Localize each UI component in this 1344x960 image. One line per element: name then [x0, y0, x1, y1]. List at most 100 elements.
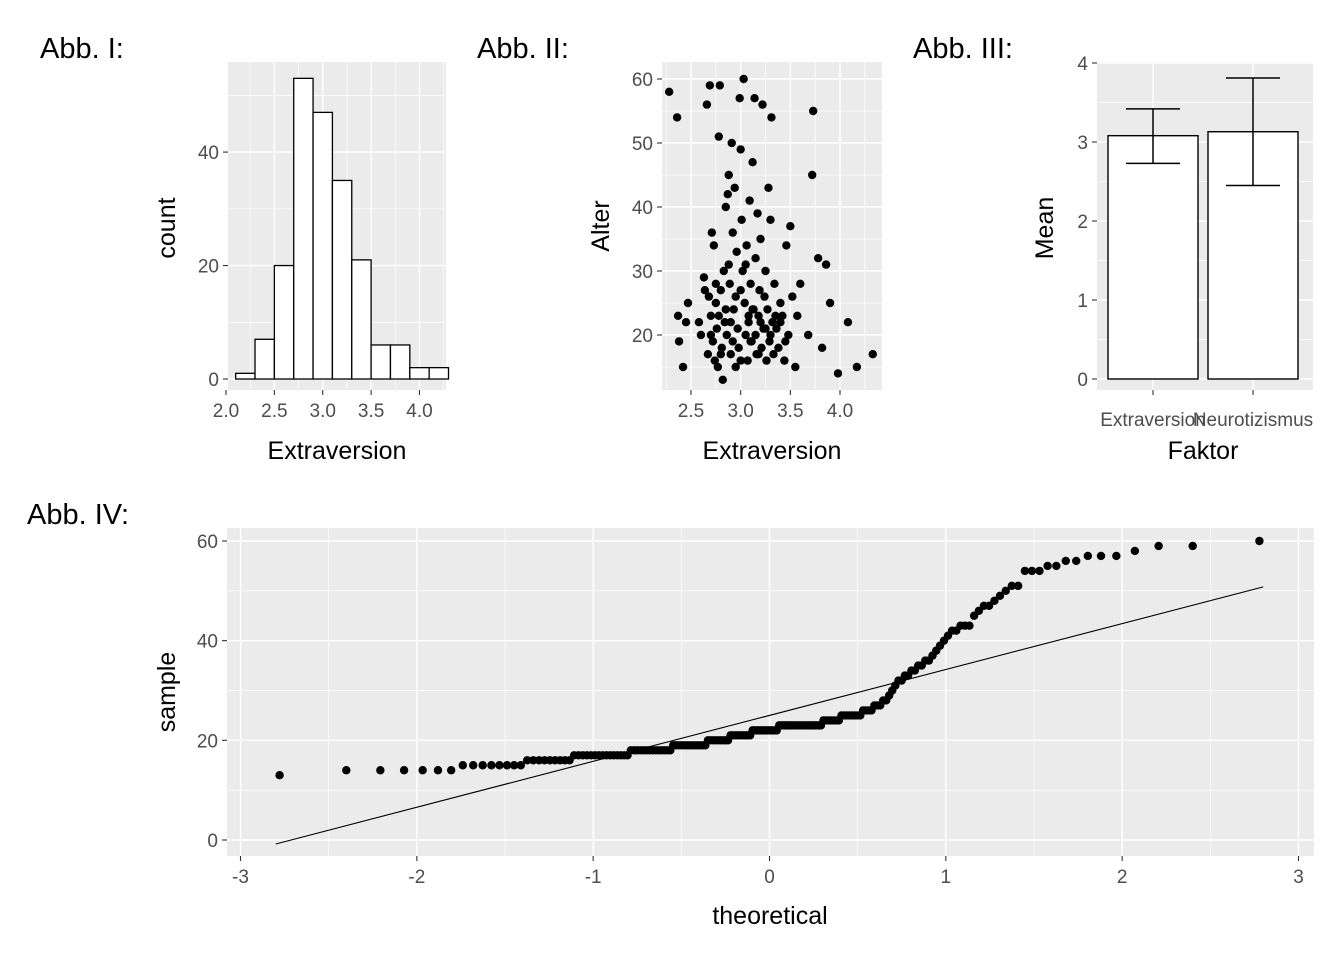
histogram-bar [370, 344, 392, 380]
hist-y-tick-label: 20 [198, 257, 219, 278]
scatter-point [681, 318, 691, 327]
scatter-point [714, 311, 724, 320]
scatter-point [821, 260, 831, 269]
scatter-point [724, 170, 733, 180]
scatter-point [704, 292, 714, 301]
hist-y-tick-label: 40 [198, 143, 219, 164]
qq-point [342, 766, 351, 775]
scatter-point [707, 228, 717, 237]
scatter-point [717, 343, 726, 352]
scatter-x-tick-label: 3.5 [777, 401, 803, 422]
qq-point [1001, 586, 1010, 596]
hist-x-tick-label: 2.5 [261, 401, 287, 422]
qq-point [275, 771, 284, 780]
qq-point [458, 761, 467, 770]
scatter-point [767, 113, 776, 122]
bars-x-tick-label: Neurotizismus [1193, 410, 1313, 431]
panel-abb-i-histogram: Abb. I: 2.0 2.5 3.0 3.5 4.0 0 20 40 Extraversion… [40, 33, 450, 465]
scatter-point [700, 286, 710, 295]
scatter-y-tick-label: 60 [632, 70, 653, 91]
qq-point [1035, 566, 1044, 576]
qq-y-tick-label: 20 [197, 731, 218, 752]
qq-point [1154, 541, 1163, 551]
scatter-point [807, 170, 817, 180]
qq-y-tick-label: 60 [197, 532, 218, 553]
scatter-point [788, 292, 797, 301]
hist-x-tick-label: 3.0 [310, 401, 336, 422]
histogram-bar [389, 344, 411, 380]
scatter-point [673, 311, 683, 320]
qq-x-axis-title: theoretical [712, 902, 827, 930]
qq-x-tick-label: 0 [764, 867, 775, 888]
scatter-point [754, 350, 763, 359]
scatter-point [738, 266, 747, 276]
scatter-point [719, 266, 728, 276]
qq-point [1255, 536, 1264, 546]
scatter-point [786, 222, 795, 231]
qq-point [376, 766, 385, 775]
scatter-point [729, 305, 738, 314]
scatter-point [696, 330, 706, 340]
bars-y-tick-label: 4 [1077, 54, 1088, 75]
hist-x-tick-label: 3.5 [358, 401, 384, 422]
panel-tag-abb-iii: Abb. III: [913, 33, 1013, 65]
scatter-point [678, 362, 688, 372]
scatter-point [762, 356, 771, 365]
histogram-bar [409, 367, 430, 380]
panel-abb-ii-scatter: Abb. II: 2.5 3.0 3.5 4.0 20 30 40 50 60 Extravers… [477, 33, 882, 465]
qq-point [1052, 561, 1061, 571]
scatter-point [757, 343, 766, 352]
scatter-point [722, 330, 731, 340]
scatter-point [763, 305, 772, 314]
scatter-point [664, 87, 674, 97]
qq-point [502, 761, 512, 770]
scatter-point [782, 241, 791, 250]
scatter-point [718, 375, 727, 384]
qq-y-tick-label: 40 [197, 632, 218, 653]
scatter-point [743, 356, 752, 365]
histogram-bar [235, 372, 256, 380]
scatter-point [784, 330, 793, 340]
scatter-point [766, 215, 775, 224]
scatter-y-axis-title: Alter [587, 200, 615, 251]
scatter-point [751, 330, 760, 340]
panel-abb-iv-qqplot: Abb. IV: -3 -2 -1 0 1 2 3 0 20 40 60 theoretical sam… [27, 499, 1314, 930]
scatter-point [706, 330, 716, 340]
scatter-point [727, 138, 736, 148]
qq-point [509, 761, 519, 770]
scatter-point [734, 343, 743, 352]
scatter-point [760, 292, 769, 301]
bars-y-tick-label: 1 [1077, 291, 1088, 312]
qq-point [522, 756, 532, 765]
scatter-point [780, 356, 789, 365]
bars-y-tick-label: 2 [1077, 212, 1088, 233]
scatter-point [728, 337, 737, 346]
scatter-point [742, 241, 751, 250]
qq-x-tick-label: 2 [1117, 867, 1128, 888]
scatter-point [817, 343, 827, 352]
scatter-point [672, 113, 682, 122]
scatter-x-tick-label: 2.5 [678, 401, 704, 422]
qq-point [995, 591, 1005, 601]
scatter-point [804, 330, 813, 340]
qq-point [1072, 556, 1081, 566]
hist-x-tick-label: 4.0 [406, 401, 432, 422]
scatter-x-axis-title: Extraversion [703, 437, 842, 465]
scatter-point [753, 209, 762, 218]
qq-reference-line [275, 586, 1264, 845]
scatter-point [741, 330, 750, 340]
bars-y-tick-label: 3 [1077, 133, 1088, 154]
scatter-point [731, 362, 740, 372]
qq-plot-background [227, 528, 1314, 856]
qq-y-axis-title: sample [153, 652, 181, 733]
hist-x-tick-label: 2.0 [213, 401, 239, 422]
scatter-y-tick-label: 20 [632, 326, 653, 347]
scatter-point [723, 190, 732, 199]
scatter-x-tick-label: 3.0 [727, 401, 753, 422]
panel-tag-abb-ii: Abb. II: [477, 33, 569, 65]
scatter-point [766, 330, 775, 340]
scatter-point [748, 305, 757, 314]
scatter-point [694, 318, 704, 327]
scatter-point [825, 298, 835, 308]
